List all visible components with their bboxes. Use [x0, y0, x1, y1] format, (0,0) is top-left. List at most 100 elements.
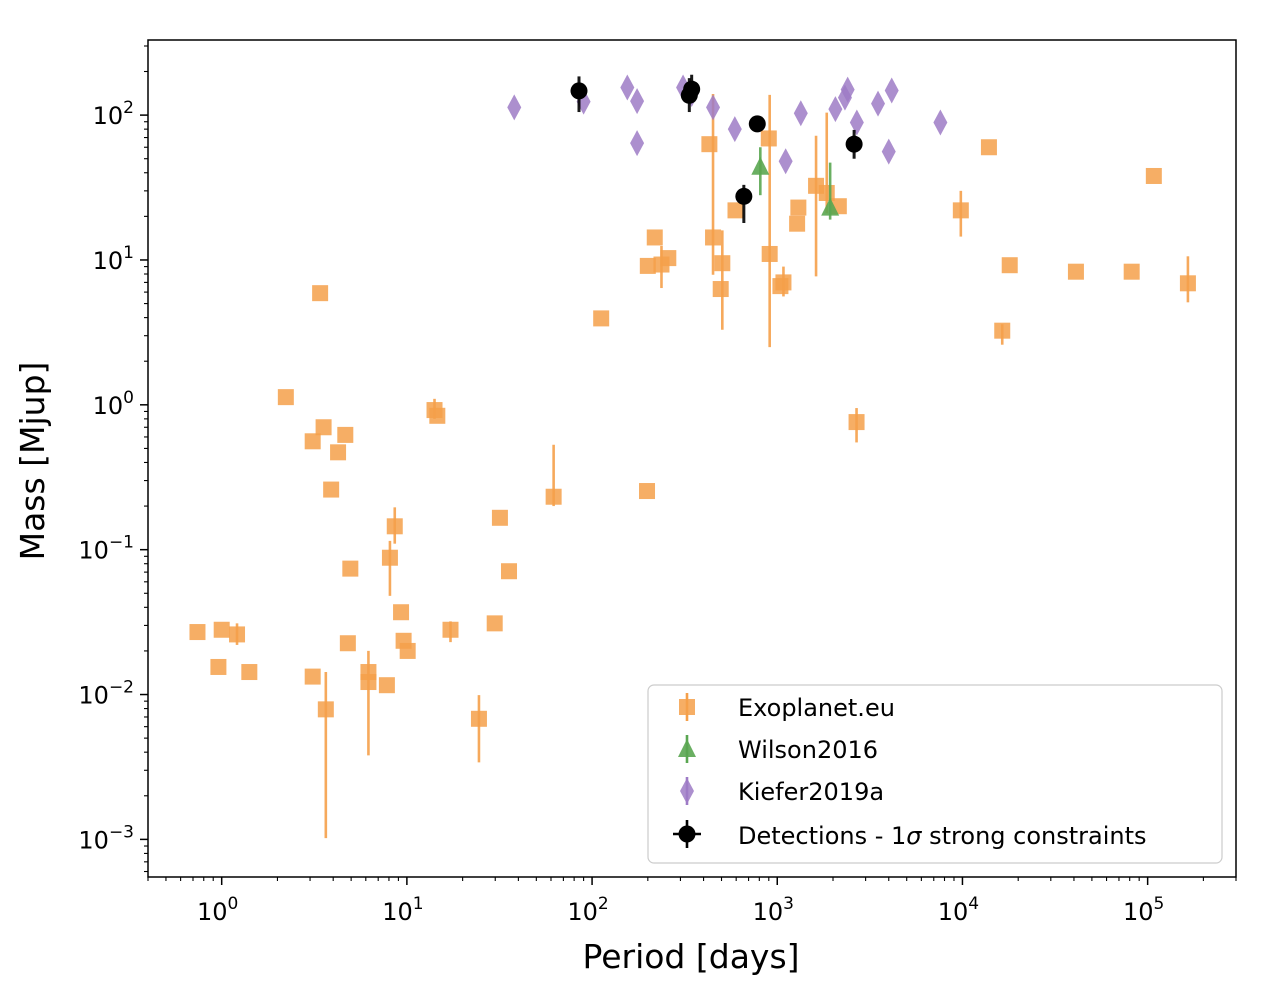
y-tick-label: 101	[93, 243, 134, 275]
data-point-square	[330, 444, 347, 461]
data-point-square	[241, 664, 258, 681]
legend-label-wilson2016: Wilson2016	[738, 736, 878, 764]
legend-label-detections-suffix: strong constraints	[922, 822, 1147, 850]
data-point-square	[360, 674, 377, 691]
y-axis-title: Mass [Mjup]	[13, 362, 52, 561]
data-point-square	[1067, 263, 1084, 280]
data-point-square	[442, 621, 459, 638]
series-triangle-markers	[751, 147, 840, 220]
x-tick-label: 105	[1123, 894, 1164, 926]
data-point-diamond	[881, 138, 896, 165]
y-tick-labels: 10−3 10−2 10−1 100 101 102	[78, 98, 134, 854]
data-point-square	[323, 481, 340, 498]
x-tick-label: 103	[753, 894, 794, 926]
data-point-triangle	[821, 197, 840, 216]
data-point-square	[714, 255, 731, 272]
data-point-square	[952, 202, 969, 219]
legend-markers	[673, 693, 701, 848]
data-point-square	[848, 414, 865, 431]
data-point-square	[486, 615, 503, 632]
x-tick-label: 100	[197, 894, 238, 926]
data-point-diamond	[507, 94, 522, 121]
data-point-circle	[570, 82, 588, 100]
y-major-ticks	[140, 114, 148, 841]
data-point-square	[639, 257, 656, 274]
data-point-square	[378, 677, 395, 694]
x-tick-label: 101	[382, 894, 423, 926]
legend-marker-square	[679, 699, 695, 715]
data-point-square	[790, 199, 807, 216]
data-point-square	[312, 285, 329, 302]
data-point-square	[317, 701, 334, 718]
data-point-square	[491, 509, 508, 526]
data-point-square	[381, 549, 398, 566]
data-point-square	[304, 668, 321, 685]
data-point-square	[775, 274, 792, 291]
data-point-square	[789, 215, 806, 232]
data-point-square	[705, 229, 722, 246]
data-point-diamond	[778, 148, 793, 175]
plot-points	[189, 74, 1196, 839]
data-point-square	[339, 635, 356, 652]
data-point-diamond	[933, 109, 948, 136]
data-point-square	[386, 518, 403, 535]
y-tick-label: 10−1	[78, 533, 134, 565]
data-point-square	[229, 626, 246, 643]
data-point-triangle	[751, 156, 770, 175]
x-tick-label: 102	[567, 894, 608, 926]
legend-label-sigma: σ	[906, 822, 922, 850]
legend-label-exoplanet-eu: Exoplanet.eu	[738, 694, 895, 722]
data-point-square	[337, 426, 354, 443]
data-point-diamond	[849, 109, 864, 136]
series-circle-markers	[570, 74, 863, 223]
y-tick-label: 102	[93, 98, 134, 130]
data-point-square	[470, 710, 487, 727]
data-point-square	[1145, 167, 1162, 184]
legend-label-detections: Detections - 1σ strong constraints	[738, 822, 1147, 850]
x-tick-label: 104	[938, 894, 979, 926]
data-point-square	[315, 419, 332, 436]
data-point-diamond	[828, 96, 843, 123]
legend-marker-triangle	[678, 739, 696, 757]
data-point-square	[210, 658, 227, 675]
data-point-diamond	[840, 76, 855, 103]
data-point-square	[646, 229, 663, 246]
data-point-square	[701, 136, 718, 153]
data-point-square	[189, 624, 206, 641]
data-point-circle	[735, 187, 753, 205]
legend-label-kiefer2019a: Kiefer2019a	[738, 778, 884, 806]
data-point-square	[712, 281, 729, 298]
data-point-square	[1123, 263, 1140, 280]
legend: Exoplanet.eu Wilson2016 Kiefer2019a Dete…	[647, 684, 1223, 864]
data-point-square	[660, 250, 677, 267]
data-point-diamond	[884, 77, 899, 104]
data-point-square	[304, 433, 321, 450]
data-point-square	[342, 560, 359, 577]
data-point-square	[761, 245, 778, 262]
data-point-square	[213, 621, 230, 638]
y-tick-label: 10−3	[78, 822, 134, 854]
data-point-square	[545, 488, 562, 505]
legend-marker-diamond	[680, 778, 694, 804]
data-point-diamond	[620, 74, 635, 101]
legend-marker-circle	[678, 825, 696, 843]
data-point-square	[393, 604, 410, 621]
data-point-square	[1001, 257, 1018, 274]
data-point-diamond	[871, 90, 886, 117]
data-point-diamond	[727, 116, 742, 143]
data-point-square	[501, 563, 518, 580]
data-point-diamond	[706, 94, 721, 121]
data-point-square	[593, 310, 610, 327]
data-point-circle	[845, 135, 863, 153]
data-point-square	[429, 407, 446, 424]
data-point-diamond	[630, 88, 645, 115]
x-major-ticks	[220, 877, 1149, 885]
y-tick-label: 10−2	[78, 678, 134, 710]
data-point-circle	[683, 80, 701, 98]
y-tick-label: 100	[93, 388, 134, 420]
data-point-square	[980, 139, 997, 156]
legend-label-detections-prefix: Detections - 1	[738, 822, 906, 850]
x-tick-labels: 100 101 102 103 104 105	[197, 894, 1164, 926]
legend-box	[647, 684, 1223, 864]
